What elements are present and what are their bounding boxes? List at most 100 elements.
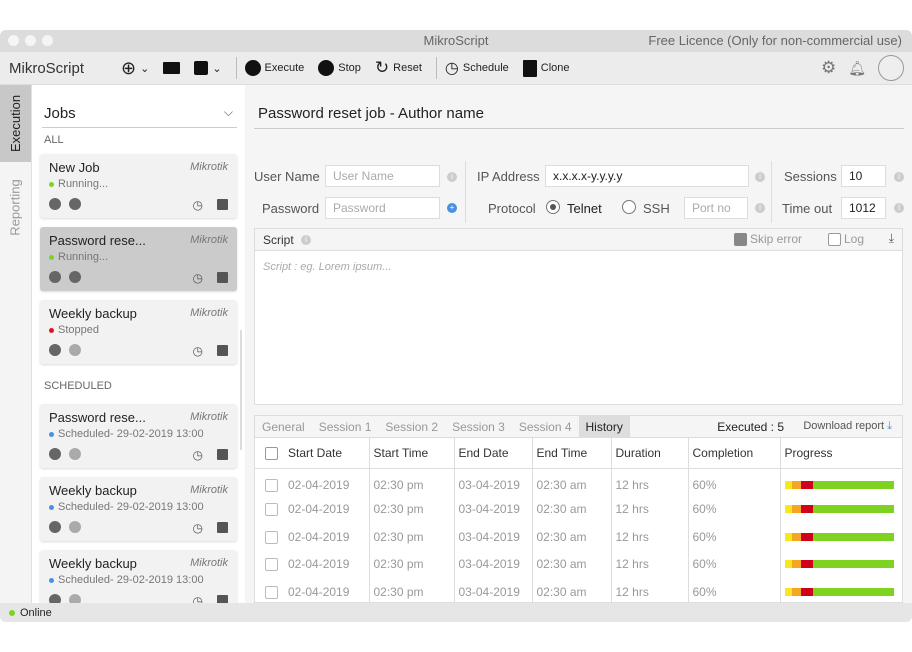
username-input[interactable] — [325, 165, 440, 187]
sidebar-scrollbar[interactable] — [240, 330, 242, 450]
info-icon: i — [755, 172, 765, 182]
stop-icon[interactable] — [69, 198, 81, 210]
log-checkbox[interactable]: Log — [827, 232, 864, 247]
port-input[interactable] — [684, 197, 748, 219]
save-icon[interactable] — [217, 595, 228, 603]
save-icon[interactable] — [217, 522, 228, 533]
schedule-button[interactable]: ◷ Schedule — [445, 58, 509, 78]
table-cell: 02:30 pm — [369, 523, 455, 551]
history-icon[interactable]: ◷ — [192, 448, 203, 462]
stop-icon[interactable] — [69, 344, 81, 356]
add-icon[interactable]: + — [447, 203, 457, 213]
job-card[interactable]: Weekly backup Mikrotik Stopped ◷ — [40, 300, 237, 364]
tab-general[interactable]: General — [262, 420, 305, 434]
stop-icon[interactable] — [69, 594, 81, 603]
row-checkbox[interactable] — [265, 585, 278, 599]
tab-history[interactable]: History — [578, 416, 630, 437]
stop-icon[interactable] — [69, 448, 81, 460]
telnet-radio[interactable] — [546, 200, 560, 214]
timeout-input[interactable] — [841, 197, 886, 219]
script-textarea[interactable]: Script : eg. Lorem ipsum... — [263, 261, 392, 273]
job-schedule-date: - 29-02-2019 13:00 — [110, 574, 204, 586]
stop-icon[interactable] — [69, 271, 81, 283]
table-row[interactable]: 02-04-2019 02:30 pm 03-04-2019 02:30 am 12 h… — [255, 578, 902, 606]
play-icon — [244, 60, 261, 76]
table-row[interactable]: 02-04-2019 02:30 pm 03-04-2019 02:30 am 12 h… — [255, 550, 902, 578]
play-icon[interactable] — [49, 344, 61, 356]
ssh-radio[interactable] — [622, 200, 636, 214]
new-button[interactable]: ⊕ ⌄ — [121, 58, 149, 79]
window-controls[interactable] — [8, 35, 53, 46]
bell-icon[interactable]: 🔔︎ — [848, 59, 866, 76]
history-icon[interactable]: ◷ — [192, 271, 203, 285]
stop-label: Stop — [338, 62, 361, 74]
tab-reporting[interactable]: Reporting — [0, 162, 31, 252]
save-icon[interactable] — [217, 345, 228, 356]
history-icon[interactable]: ◷ — [192, 198, 203, 212]
skip-error-checkbox[interactable]: Skip error — [733, 232, 802, 247]
tab-session-1[interactable]: Session 1 — [318, 420, 372, 434]
cell-value: 02:30 am — [536, 584, 587, 599]
table-row[interactable]: 02-04-2019 02:30 pm 03-04-2019 02:30 am 12 h… — [255, 523, 902, 551]
ip-label: IP Address — [477, 169, 540, 184]
ip-input[interactable] — [545, 165, 749, 187]
tab-session-4[interactable]: Session 4 — [518, 420, 572, 434]
tab-session-3[interactable]: Session 3 — [452, 420, 505, 434]
job-vendor: Mikrotik — [190, 307, 228, 319]
progress-segment — [800, 505, 814, 514]
reset-button[interactable]: ↻ Reset — [375, 58, 422, 78]
play-icon[interactable] — [49, 521, 61, 533]
row-checkbox[interactable] — [265, 558, 278, 572]
job-vendor: Mikrotik — [190, 234, 228, 246]
clone-button[interactable]: Clone — [522, 59, 570, 77]
history-icon[interactable]: ◷ — [192, 344, 203, 358]
row-checkbox[interactable] — [265, 503, 278, 517]
row-checkbox[interactable] — [265, 530, 278, 544]
stop-icon[interactable] — [69, 521, 81, 533]
cell-value: 02-04-2019 — [288, 477, 350, 492]
save-button[interactable]: ⌄ — [194, 61, 222, 75]
save-icon[interactable] — [217, 272, 228, 283]
cell-value: 60% — [692, 478, 717, 492]
progress-segment — [813, 560, 895, 569]
table-cell: 02:30 am — [532, 523, 612, 551]
table-cell: 03-04-2019 — [454, 523, 533, 551]
execute-button[interactable]: Execute — [244, 60, 304, 76]
open-button[interactable] — [163, 62, 181, 74]
stop-button[interactable]: Stop — [318, 60, 361, 76]
save-icon[interactable] — [217, 449, 228, 460]
job-card[interactable]: New Job Mikrotik Running... ◷ — [40, 154, 237, 218]
chevron-down-icon[interactable]: ⌵ — [223, 105, 233, 119]
column-label: End Date — [458, 445, 509, 460]
row-checkbox[interactable] — [265, 479, 278, 493]
table-cell: 02-04-2019 — [255, 578, 370, 606]
table-cell: 02:30 am — [532, 578, 612, 606]
pause-icon[interactable] — [49, 198, 61, 210]
job-card[interactable]: Weekly backup Mikrotik Scheduled - 29-02… — [40, 550, 237, 603]
export-icon[interactable]: ⤓ — [888, 231, 894, 245]
table-cell: 60% — [688, 578, 781, 606]
job-card[interactable]: Weekly backup Mikrotik Scheduled - 29-02… — [40, 477, 237, 541]
sessions-input[interactable] — [841, 165, 886, 187]
pause-icon[interactable] — [49, 271, 61, 283]
play-icon[interactable] — [49, 448, 61, 460]
job-card[interactable]: Password rese... Mikrotik Running... ◷ — [40, 227, 237, 291]
play-icon[interactable] — [49, 594, 61, 603]
table-row[interactable]: 02-04-2019 02:30 pm 03-04-2019 02:30 am 12 h… — [255, 495, 902, 523]
history-icon[interactable]: ◷ — [192, 594, 203, 603]
progress-segment — [792, 481, 801, 489]
table-cell: 03-04-2019 — [454, 578, 533, 606]
tab-execution[interactable]: Execution — [0, 85, 31, 162]
job-name: Weekly backup — [49, 556, 137, 571]
avatar[interactable] — [878, 55, 904, 81]
table-row[interactable]: 02-04-2019 02:30 pm 03-04-2019 02:30 am 12 h… — [255, 468, 902, 496]
select-all-checkbox[interactable] — [265, 446, 278, 460]
history-icon[interactable]: ◷ — [192, 521, 203, 535]
download-report-link[interactable]: Download report ⤓ — [803, 420, 892, 433]
tab-session-2[interactable]: Session 2 — [385, 420, 439, 434]
password-input[interactable] — [325, 197, 440, 219]
progress-segment — [784, 481, 793, 489]
save-icon[interactable] — [217, 199, 228, 210]
job-card[interactable]: Password rese... Mikrotik Scheduled - 29… — [40, 404, 237, 468]
gear-icon[interactable]: ⚙ — [820, 58, 837, 77]
